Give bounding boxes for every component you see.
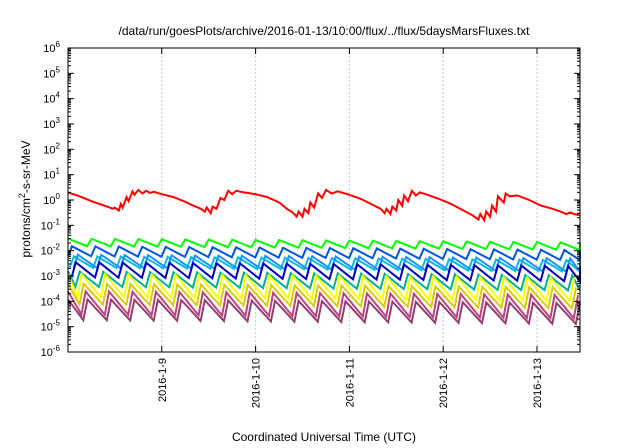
y-tick-exp: -3 (53, 268, 61, 277)
series-line-8 (67, 271, 576, 304)
y-tick-exp: 2 (56, 141, 61, 150)
y-tick-base: 10 (41, 220, 53, 232)
y-tick-label: 10-3 (41, 268, 61, 283)
y-tick-base: 10 (41, 296, 53, 308)
y-tick-base: 10 (43, 144, 55, 156)
y-tick-label: 10-5 (41, 319, 61, 334)
y-tick-base: 10 (43, 119, 55, 131)
y-tick-label: 101 (43, 167, 60, 182)
y-tick-label: 105 (43, 65, 60, 80)
series-line-11 (67, 297, 581, 327)
y-tick-exp: -1 (53, 217, 61, 226)
y-tick-exp: 1 (56, 167, 61, 176)
series-line-4 (68, 254, 581, 274)
x-axis: 2016-1-9 2016-1-10 2016-1-11 2016-1-12 2016-… (157, 48, 544, 408)
chart-title: /data/run/goesPlots/archive/2016-01-13/1… (119, 24, 531, 38)
y-tick-base: 10 (43, 195, 55, 207)
y-tick-exp: -6 (53, 344, 61, 353)
y-axis-label-base: protons/cm (19, 198, 33, 257)
y-tick-exp: 0 (56, 192, 61, 201)
y-tick-label: 10-4 (41, 293, 61, 308)
series-group (67, 188, 581, 327)
series-line-2 (67, 237, 581, 252)
x-tick-label: 2016-1-12 (438, 358, 450, 408)
y-tick-exp: 5 (56, 65, 61, 74)
y-tick-base: 10 (43, 170, 55, 182)
y-tick-exp: 4 (56, 91, 61, 100)
x-tick-label: 2016-1-9 (157, 358, 169, 402)
y-tick-base: 10 (41, 246, 53, 258)
y-tick-label: 102 (43, 141, 60, 156)
y-axis-label-rest: -s-sr-MeV (19, 140, 33, 193)
y-tick-label: 10-6 (41, 344, 61, 359)
y-tick-base: 10 (43, 68, 55, 80)
series-line-6 (70, 260, 581, 285)
y-tick-base: 10 (43, 94, 55, 106)
series-line-7 (67, 269, 581, 293)
y-axis-label-sup: 2 (17, 193, 27, 198)
y-tick-exp: -2 (53, 243, 61, 252)
y-tick-label: 10-2 (41, 243, 61, 258)
series-line-10 (67, 289, 579, 321)
y-tick-label: 10-1 (41, 217, 61, 232)
series-line-9 (67, 281, 578, 311)
x-tick-label: 2016-1-10 (251, 358, 263, 408)
y-tick-label: 104 (43, 91, 60, 106)
y-tick-label: 103 (43, 116, 60, 131)
y-tick-label: 106 (43, 40, 60, 55)
y-tick-base: 10 (41, 322, 53, 334)
y-tick-exp: -5 (53, 319, 61, 328)
y-tick-base: 10 (43, 43, 55, 55)
x-axis-label: Coordinated Universal Time (UTC) (232, 430, 416, 444)
y-tick-label: 100 (43, 192, 60, 207)
x-tick-label: 2016-1-11 (344, 358, 356, 407)
y-axis: 10-610-510-410-310-210-11001011021031041… (41, 40, 580, 359)
x-tick-label: 2016-1-13 (532, 358, 544, 408)
y-tick-exp: 6 (56, 40, 61, 49)
series-line-1 (67, 188, 581, 223)
y-tick-exp: 3 (56, 116, 61, 125)
y-tick-exp: -4 (53, 293, 61, 302)
y-tick-base: 10 (41, 271, 53, 283)
y-tick-base: 10 (41, 347, 53, 359)
y-axis-label: protons/cm2-s-sr-MeV (17, 140, 33, 257)
series-line-3 (67, 244, 581, 262)
